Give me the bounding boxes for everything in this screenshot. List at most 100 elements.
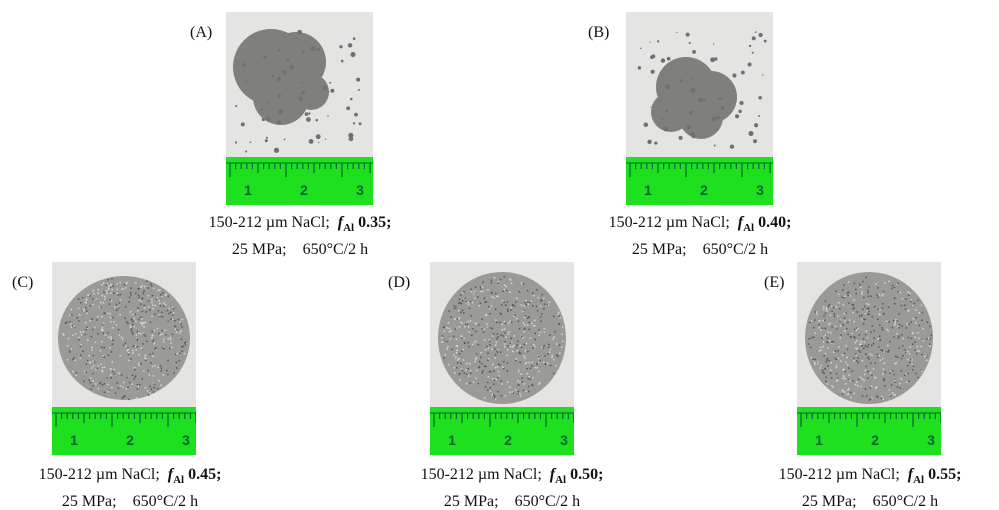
sample-photo: 123: [626, 12, 773, 205]
speckle: [899, 387, 901, 389]
speckle: [894, 287, 896, 289]
speckle: [142, 343, 144, 345]
speckle: [89, 379, 91, 381]
speckle: [842, 394, 844, 396]
speckle: [881, 295, 883, 297]
speckle: [146, 341, 148, 343]
speckle: [133, 379, 135, 381]
speckle: [929, 326, 931, 328]
speckle: [543, 362, 545, 364]
speckle: [178, 319, 180, 321]
speckle: [74, 360, 76, 362]
speckle: [532, 385, 534, 387]
speckle: [545, 363, 547, 365]
fraction-value: 0.55;: [928, 466, 961, 483]
speckle: [549, 348, 551, 350]
speckle: [443, 326, 445, 328]
speckle: [152, 366, 154, 368]
speckle: [476, 353, 478, 355]
speckle: [490, 390, 492, 392]
fraction-subscript: Al: [343, 222, 354, 234]
speckle: [537, 367, 539, 369]
speckle: [461, 322, 463, 324]
speckle: [838, 302, 840, 304]
speckle: [122, 387, 124, 389]
speckle: [104, 366, 106, 368]
speckle: [528, 376, 530, 378]
speckle: [553, 336, 555, 338]
speckle: [858, 379, 860, 381]
speckle: [548, 304, 550, 306]
ruler-number: 3: [927, 432, 935, 448]
speckle: [915, 317, 917, 319]
speckle: [896, 333, 898, 335]
speckle: [860, 341, 862, 343]
speckle: [868, 311, 870, 313]
speckle: [475, 287, 477, 289]
speckle: [504, 341, 506, 343]
speckle: [897, 357, 899, 359]
speckle: [137, 331, 139, 333]
powder-grain: [755, 31, 757, 33]
speckle: [536, 306, 538, 308]
speckle: [484, 397, 486, 399]
powder-grain: [311, 46, 316, 51]
speckle: [108, 391, 110, 393]
speckle: [526, 343, 528, 345]
speckle: [456, 338, 458, 340]
speckle: [882, 398, 884, 400]
speckle: [89, 320, 91, 322]
speckle: [826, 308, 828, 310]
speckle: [170, 342, 172, 344]
speckle: [110, 321, 112, 323]
speckle: [894, 303, 896, 305]
speckle: [172, 307, 174, 309]
speckle: [860, 351, 862, 353]
speckle: [528, 386, 530, 388]
speckle: [513, 345, 515, 347]
speckle: [511, 342, 512, 344]
speckle: [145, 387, 147, 389]
speckle: [113, 321, 115, 323]
speckle: [907, 351, 909, 353]
speckle: [480, 303, 482, 305]
speckle: [835, 290, 837, 292]
speckle: [92, 380, 94, 382]
speckle: [866, 395, 868, 397]
speckle: [458, 318, 460, 320]
speckle: [120, 385, 122, 387]
speckle: [904, 305, 906, 307]
sintering: 650°C/2 h: [133, 493, 199, 510]
speckle: [112, 344, 114, 346]
speckle: [882, 329, 884, 331]
speckle: [99, 306, 101, 308]
speckle: [492, 394, 494, 396]
powder-grain: [301, 91, 305, 95]
speckle: [160, 294, 162, 296]
speckle: [909, 346, 911, 348]
speckle: [457, 359, 459, 361]
powder-grain: [327, 115, 328, 116]
speckle: [523, 390, 525, 392]
speckle: [493, 378, 495, 380]
speckle: [509, 391, 511, 393]
speckle: [862, 360, 864, 362]
powder-grain: [638, 66, 641, 69]
speckle: [469, 331, 471, 333]
speckle: [128, 352, 130, 354]
speckle: [497, 391, 499, 393]
powder-grain: [329, 82, 331, 84]
speckle: [555, 365, 557, 367]
speckle: [466, 374, 468, 376]
speckle: [103, 302, 105, 304]
speckle: [150, 283, 152, 285]
speckle: [491, 305, 493, 307]
speckle: [158, 333, 160, 335]
speckle: [509, 331, 511, 333]
caption: 150-212 µm NaCl; fAl 0.55;25 MPa; 650°C/…: [730, 464, 999, 510]
speckle: [851, 370, 853, 372]
speckle: [834, 316, 836, 318]
speckle: [444, 330, 446, 332]
speckle: [147, 390, 149, 392]
speckle: [102, 367, 104, 369]
